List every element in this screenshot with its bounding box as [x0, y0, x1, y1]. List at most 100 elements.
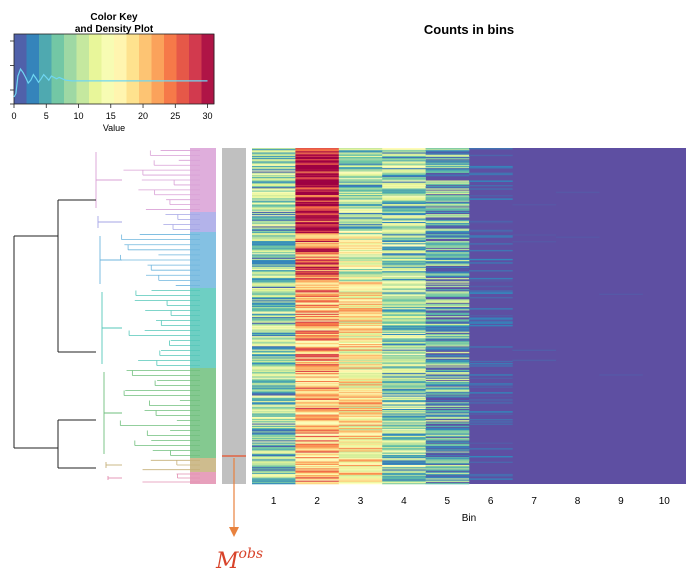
heatmap-cell — [295, 268, 340, 271]
heatmap-cell — [252, 274, 296, 276]
heatmap-cell — [295, 346, 340, 348]
heatmap-cell — [295, 211, 340, 214]
heatmap-cell — [425, 322, 470, 325]
heatmap-cell — [295, 273, 340, 275]
heatmap-cell — [252, 386, 296, 388]
heatmap-cell — [425, 372, 470, 374]
heatmap-cell — [382, 218, 426, 220]
heatmap-cell — [382, 164, 426, 167]
heatmap-cell — [252, 295, 296, 298]
heatmap-cell — [295, 373, 340, 375]
heatmap-cell — [425, 433, 470, 436]
heatmap-cell — [338, 448, 383, 450]
heatmap-cell — [425, 188, 470, 190]
heatmap-cell — [425, 153, 470, 156]
heatmap-cell — [295, 205, 340, 207]
heatmap-cell — [295, 208, 340, 210]
heatmap-cell — [295, 282, 340, 284]
heatmap-cell — [425, 260, 470, 262]
heatmap-cell — [425, 461, 470, 464]
heatmap-cell — [295, 321, 340, 324]
heatmap-cell — [252, 163, 296, 166]
heatmap-cell — [252, 188, 296, 190]
heatmap-cell — [338, 454, 383, 457]
heatmap-cell — [295, 352, 340, 355]
heatmap-cell — [252, 416, 296, 419]
heatmap-cell — [382, 324, 426, 327]
heatmap-cell — [338, 405, 383, 408]
heatmap-cell — [382, 385, 426, 387]
heatmap-cell — [252, 302, 296, 304]
heatmap-cell — [469, 188, 513, 190]
heatmap-cell — [295, 389, 340, 392]
color-key-x-tick-label: 30 — [203, 111, 213, 121]
heatmap-cell — [382, 225, 426, 227]
heatmap-cell — [555, 191, 600, 194]
heatmap-cell — [338, 312, 383, 315]
heatmap-cell — [425, 400, 470, 402]
heatmap-cell — [338, 246, 383, 248]
heatmap-cell — [295, 347, 340, 349]
heatmap-cell — [425, 245, 470, 247]
heatmap-cell — [295, 198, 340, 200]
heatmap-cell — [338, 260, 383, 262]
heatmap-cell — [338, 355, 383, 357]
heatmap-cell — [382, 208, 426, 210]
heatmap-cell — [338, 429, 383, 431]
heatmap-cell — [338, 404, 383, 406]
heatmap-cell — [338, 252, 383, 254]
heatmap-cell — [382, 191, 426, 194]
heatmap-cell — [338, 224, 383, 226]
heatmap-cell — [338, 352, 383, 355]
heatmap-cell — [338, 150, 383, 152]
heatmap-cell — [338, 257, 383, 260]
heatmap-cell — [338, 395, 383, 397]
color-key-title-line1: Color Key — [90, 12, 138, 23]
heatmap-cell — [252, 385, 296, 387]
heatmap-cell — [252, 389, 296, 392]
heatmap-cell — [338, 444, 383, 447]
heatmap-cell — [252, 201, 296, 204]
heatmap-cell — [382, 452, 426, 455]
heatmap-cell — [425, 425, 470, 428]
heatmap-cell — [338, 468, 383, 470]
heatmap-cell — [295, 188, 340, 190]
heatmap-cell — [382, 439, 426, 441]
heatmap-cell — [338, 469, 383, 471]
heatmap-cell — [252, 153, 296, 156]
heatmap-cell — [469, 270, 513, 272]
heatmap-cell — [252, 200, 296, 203]
heatmap-cell — [512, 349, 557, 352]
color-key-xlabel: Value — [103, 123, 125, 133]
heatmap-cell — [252, 258, 296, 261]
heatmap-cell — [252, 331, 296, 334]
heatmap-cell — [425, 466, 470, 468]
heatmap-cell — [252, 443, 296, 446]
heatmap-cell — [382, 285, 426, 288]
heatmap-cell — [382, 440, 426, 442]
heatmap-cell — [295, 220, 340, 223]
heatmap-cell — [338, 286, 383, 289]
heatmap-cell — [425, 414, 470, 416]
heatmap-cell — [338, 288, 383, 290]
heatmap-cell — [252, 150, 296, 152]
heatmap-cell — [252, 303, 296, 306]
heatmap-cell — [512, 359, 557, 362]
heatmap-cell — [382, 298, 426, 300]
bin-tick-label: 3 — [358, 496, 364, 507]
heatmap-cell — [382, 387, 426, 390]
heatmap-cell — [382, 337, 426, 339]
heatmap-cell — [469, 411, 513, 413]
heatmap-cell — [295, 163, 340, 166]
heatmap-cell — [295, 248, 340, 251]
heatmap-cell — [425, 268, 470, 271]
heatmap-cell — [469, 277, 513, 280]
heatmap-cell — [425, 351, 470, 354]
heatmap-cell — [425, 386, 470, 388]
heatmap-cell — [338, 195, 383, 197]
heatmap-cell — [338, 396, 383, 399]
heatmap-cell — [425, 230, 470, 233]
heatmap-cell — [338, 363, 383, 365]
heatmap-cell — [425, 477, 470, 479]
heatmap-cell — [382, 174, 426, 177]
